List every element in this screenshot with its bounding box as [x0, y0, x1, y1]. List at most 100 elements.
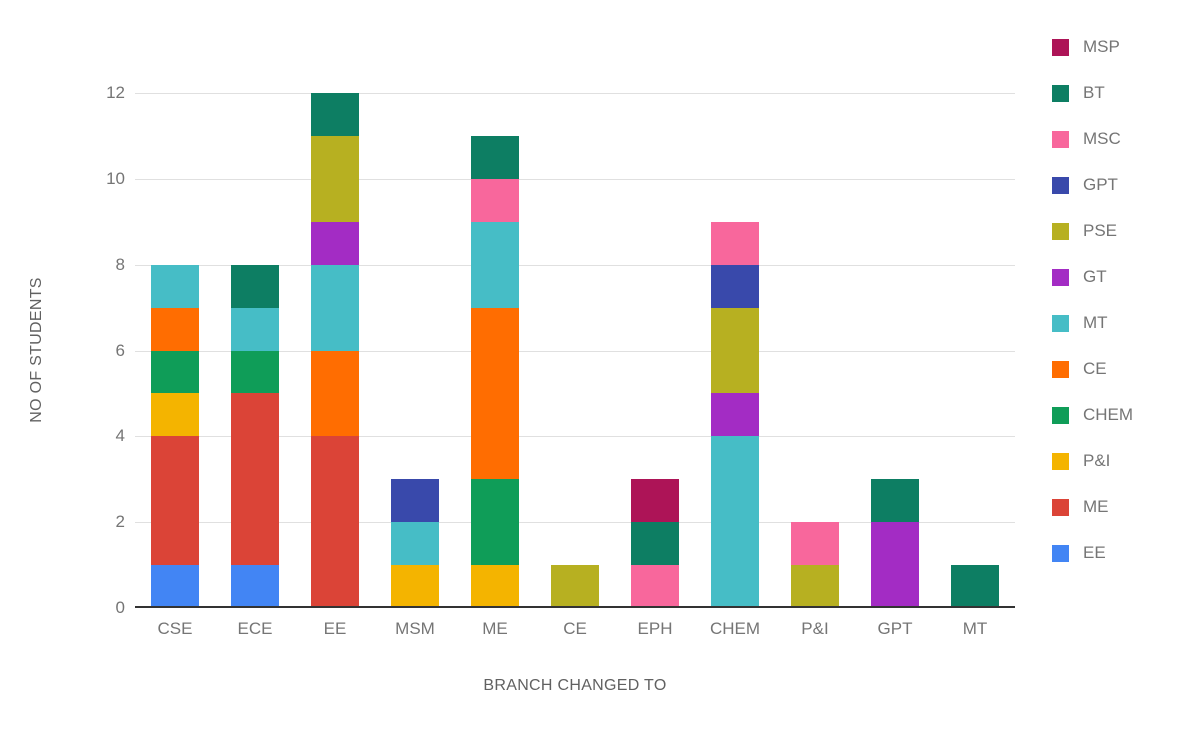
x-axis-tick-labels: CSE ECE EE MSM ME CE EPH CHEM P&I GPT MT	[135, 619, 1015, 643]
legend-item-BT[interactable]: BT	[1052, 83, 1133, 103]
x-axis-title: BRANCH CHANGED TO	[483, 677, 667, 694]
legend-swatch-MSC	[1052, 130, 1069, 148]
y-tick-label: 12	[106, 83, 125, 102]
bar-segment-P&I-PSE[interactable]	[791, 565, 839, 608]
legend-swatch-CE	[1052, 360, 1069, 378]
bar-segment-GPT-GT[interactable]	[871, 522, 919, 608]
legend-swatch-MT	[1052, 314, 1069, 332]
bar-segment-ECE-EE[interactable]	[231, 565, 279, 608]
bar-segment-ECE-ME[interactable]	[231, 393, 279, 566]
bar-segment-ECE-BT[interactable]	[231, 264, 279, 308]
bar-segment-ME-CHEM[interactable]	[471, 479, 519, 566]
legend-swatch-BT	[1052, 84, 1069, 102]
bar-segment-GPT-BT[interactable]	[871, 479, 919, 523]
legend-item-EE[interactable]: EE	[1052, 543, 1133, 563]
bar-segment-EE-PSE[interactable]	[311, 135, 359, 222]
bar-segment-EPH-MSC[interactable]	[631, 565, 679, 608]
legend-item-P&I[interactable]: P&I	[1052, 451, 1133, 471]
legend-item-MSP[interactable]: MSP	[1052, 37, 1133, 57]
x-tick-label-CSE: CSE	[157, 619, 193, 638]
y-axis-title: NO OF STUDENTS	[28, 277, 45, 423]
bar-segment-ME-P&I[interactable]	[471, 565, 519, 608]
x-tick-label-CE: CE	[563, 619, 587, 638]
gridline	[135, 93, 1015, 94]
legend-label: ME	[1083, 497, 1109, 516]
x-tick-label-CHEM: CHEM	[709, 619, 761, 638]
bar-segment-CHEM-MT[interactable]	[711, 436, 759, 608]
legend-label: MT	[1083, 313, 1108, 332]
bar-segment-CSE-P&I[interactable]	[151, 393, 199, 437]
bar-segment-ECE-MT[interactable]	[231, 307, 279, 351]
bar-segment-ECE-CHEM[interactable]	[231, 350, 279, 394]
y-tick-label: 4	[115, 426, 125, 446]
legend-label: P&I	[1083, 451, 1111, 470]
gridline	[135, 350, 1015, 352]
bar-segment-ME-CE[interactable]	[471, 307, 519, 480]
legend-label: BT	[1083, 83, 1105, 102]
bar-segment-CHEM-GPT[interactable]	[711, 264, 759, 308]
x-tick-label-MT: MT	[962, 619, 988, 638]
x-tick-label-EE: EE	[323, 619, 347, 638]
legend-swatch-PSE	[1052, 222, 1069, 240]
x-axis-baseline	[135, 606, 1015, 608]
legend-item-MT[interactable]: MT	[1052, 313, 1133, 333]
gridline	[135, 436, 1015, 438]
bar-segment-CHEM-PSE[interactable]	[711, 307, 759, 394]
legend-label: MSC	[1083, 129, 1121, 148]
gridline	[135, 178, 1015, 180]
legend-item-PSE[interactable]: PSE	[1052, 221, 1133, 241]
legend-label: CHEM	[1083, 405, 1134, 424]
bar-segment-EPH-MSP[interactable]	[631, 479, 679, 523]
legend-item-CE[interactable]: CE	[1052, 359, 1133, 379]
bar-segment-EE-GT[interactable]	[311, 221, 359, 265]
bar-segment-ME-BT[interactable]	[471, 135, 519, 179]
y-tick-label: 0	[115, 598, 125, 617]
bar-segment-EE-ME[interactable]	[311, 436, 359, 608]
bar-segment-CSE-MT[interactable]	[151, 264, 199, 308]
legend-item-MSC[interactable]: MSC	[1052, 129, 1133, 149]
bar-segment-CSE-ME[interactable]	[151, 436, 199, 566]
y-tick-label: 10	[106, 168, 125, 188]
bar-segment-P&I-MSC[interactable]	[791, 522, 839, 566]
bar-segment-CSE-EE[interactable]	[151, 565, 199, 608]
legend-label: MSP	[1083, 37, 1120, 56]
bar-segment-CSE-CE[interactable]	[151, 307, 199, 351]
legend-swatch-ME	[1052, 498, 1069, 516]
bar-segment-MT-BT[interactable]	[951, 565, 999, 608]
bar-segment-MSM-GPT[interactable]	[391, 479, 439, 523]
bar-segment-CHEM-GT[interactable]	[711, 393, 759, 437]
y-axis-tick-labels: 0 2 4 6 8 10 12	[60, 83, 125, 617]
legend-item-GPT[interactable]: GPT	[1052, 175, 1133, 195]
bar-segment-EE-BT[interactable]	[311, 93, 359, 136]
legend-item-GT[interactable]: GT	[1052, 267, 1133, 287]
bar-segment-CSE-CHEM[interactable]	[151, 350, 199, 394]
legend-swatch-GPT	[1052, 176, 1069, 194]
gridline	[135, 264, 1015, 266]
x-tick-label-ME: ME	[482, 619, 508, 638]
bar-segment-EPH-BT[interactable]	[631, 522, 679, 566]
x-tick-label-EPH: EPH	[637, 619, 673, 638]
legend-label: GPT	[1083, 175, 1118, 194]
bar-segment-ME-MSC[interactable]	[471, 178, 519, 222]
bar-segment-CE-PSE[interactable]	[551, 565, 599, 608]
y-tick-label: 8	[115, 254, 125, 274]
legend-item-CHEM[interactable]: CHEM	[1052, 405, 1133, 425]
bar-segment-MSM-MT[interactable]	[391, 522, 439, 566]
x-tick-label-P&I: P&I	[801, 619, 829, 638]
y-tick-label: 6	[115, 340, 125, 360]
bar-segment-MSM-P&I[interactable]	[391, 565, 439, 608]
legend-swatch-CHEM	[1052, 406, 1069, 424]
x-tick-label-ECE: ECE	[237, 619, 273, 638]
legend-item-ME[interactable]: ME	[1052, 497, 1133, 517]
bar-segment-EE-CE[interactable]	[311, 350, 359, 437]
bar-segment-EE-MT[interactable]	[311, 264, 359, 351]
bar-segment-ME-MT[interactable]	[471, 221, 519, 308]
x-tick-label-MSM: MSM	[395, 619, 435, 638]
legend-swatch-MSP	[1052, 38, 1069, 56]
bar-segment-CHEM-MSC[interactable]	[711, 221, 759, 265]
legend-label: EE	[1083, 543, 1106, 562]
legend-swatch-GT	[1052, 268, 1069, 286]
y-tick-label: 2	[115, 512, 125, 532]
legend-label: GT	[1083, 267, 1107, 286]
